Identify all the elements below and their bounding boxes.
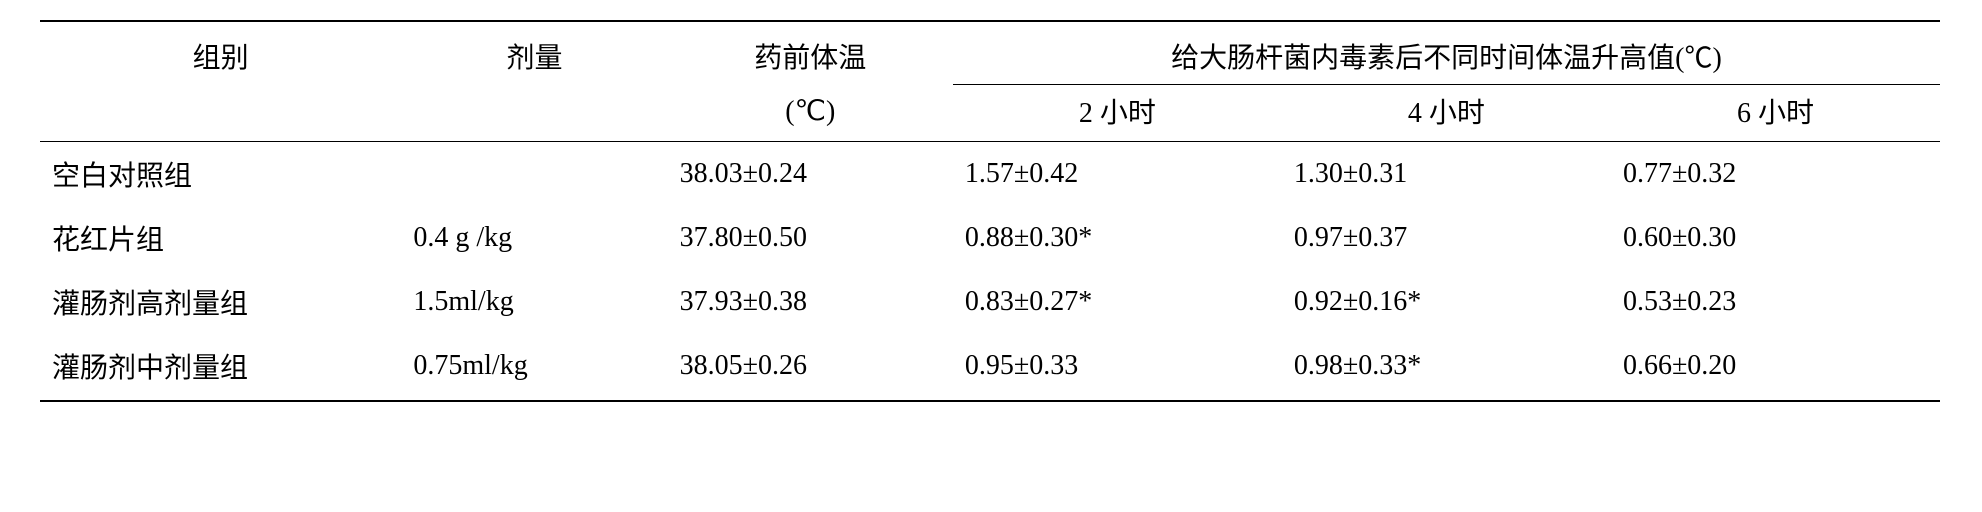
header-group: 组别 [40, 21, 401, 85]
cell-6h: 0.66±0.20 [1611, 334, 1940, 401]
cell-4h: 1.30±0.31 [1282, 142, 1611, 207]
header-time-2h: 2 小时 [953, 85, 1282, 142]
cell-6h: 0.77±0.32 [1611, 142, 1940, 207]
header-time-4h: 4 小时 [1282, 85, 1611, 142]
table-row: 灌肠剂高剂量组 1.5ml/kg 37.93±0.38 0.83±0.27* 0… [40, 270, 1940, 334]
cell-4h: 0.92±0.16* [1282, 270, 1611, 334]
data-table: 组别 剂量 药前体温 给大肠杆菌内毒素后不同时间体温升高值(℃) (℃) 2 小… [40, 20, 1940, 402]
cell-dose: 0.75ml/kg [401, 334, 667, 401]
header-empty-1 [40, 85, 401, 142]
cell-pretemp: 37.80±0.50 [668, 206, 953, 270]
cell-4h: 0.97±0.37 [1282, 206, 1611, 270]
cell-6h: 0.53±0.23 [1611, 270, 1940, 334]
cell-group: 灌肠剂中剂量组 [40, 334, 401, 401]
cell-group: 空白对照组 [40, 142, 401, 207]
table-row: 空白对照组 38.03±0.24 1.57±0.42 1.30±0.31 0.7… [40, 142, 1940, 207]
header-pretemp: 药前体温 [668, 21, 953, 85]
header-pretemp-unit: (℃) [668, 85, 953, 142]
cell-dose: 0.4 g /kg [401, 206, 667, 270]
cell-group: 花红片组 [40, 206, 401, 270]
table-row: 花红片组 0.4 g /kg 37.80±0.50 0.88±0.30* 0.9… [40, 206, 1940, 270]
header-empty-2 [401, 85, 667, 142]
table-header-row-1: 组别 剂量 药前体温 给大肠杆菌内毒素后不同时间体温升高值(℃) [40, 21, 1940, 85]
cell-pretemp: 37.93±0.38 [668, 270, 953, 334]
cell-2h: 0.88±0.30* [953, 206, 1282, 270]
cell-dose [401, 142, 667, 207]
cell-pretemp: 38.05±0.26 [668, 334, 953, 401]
cell-2h: 0.95±0.33 [953, 334, 1282, 401]
cell-pretemp: 38.03±0.24 [668, 142, 953, 207]
cell-4h: 0.98±0.33* [1282, 334, 1611, 401]
table-row: 灌肠剂中剂量组 0.75ml/kg 38.05±0.26 0.95±0.33 0… [40, 334, 1940, 401]
cell-6h: 0.60±0.30 [1611, 206, 1940, 270]
cell-dose: 1.5ml/kg [401, 270, 667, 334]
cell-2h: 0.83±0.27* [953, 270, 1282, 334]
header-time-6h: 6 小时 [1611, 85, 1940, 142]
header-spanner: 给大肠杆菌内毒素后不同时间体温升高值(℃) [953, 21, 1940, 85]
cell-group: 灌肠剂高剂量组 [40, 270, 401, 334]
table-header-row-2: (℃) 2 小时 4 小时 6 小时 [40, 85, 1940, 142]
header-dose: 剂量 [401, 21, 667, 85]
cell-2h: 1.57±0.42 [953, 142, 1282, 207]
